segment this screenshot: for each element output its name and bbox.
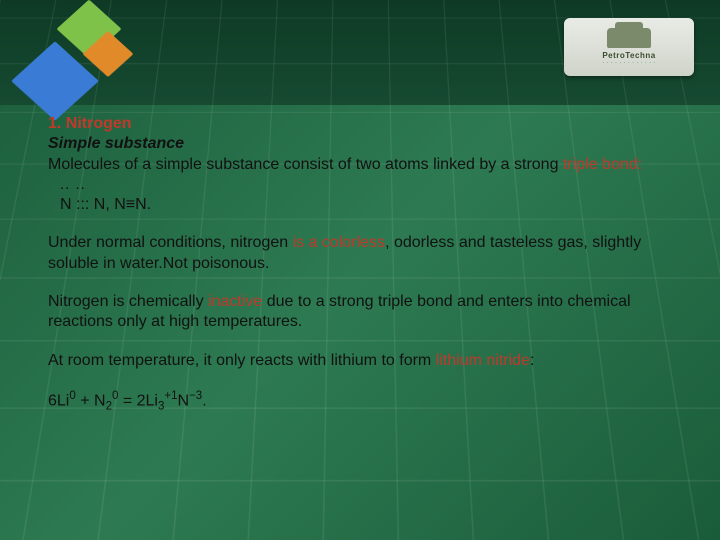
eq-sup4: −3 bbox=[189, 390, 202, 402]
heading: 1. Nitrogen bbox=[48, 114, 672, 134]
subheading: Simple substance bbox=[48, 134, 672, 154]
formula: N ::: N, N≡N. bbox=[60, 195, 672, 215]
eq-sup3: +1 bbox=[164, 390, 177, 402]
p1-text: Molecules of a simple substance consist … bbox=[48, 156, 563, 173]
paragraph-3: Nitrogen is chemically inactive due to a… bbox=[48, 292, 672, 333]
crest-icon bbox=[607, 28, 651, 48]
eq-b: + N bbox=[76, 393, 106, 410]
paragraph-4: At room temperature, it only reacts with… bbox=[48, 351, 672, 371]
paragraph-2: Under normal conditions, nitrogen is a c… bbox=[48, 233, 672, 274]
logo-text-2: · · · · · · · · · · · · · bbox=[602, 60, 655, 66]
p2-red: is a colorless bbox=[293, 234, 385, 251]
slide-content: 1. Nitrogen Simple substance Molecules o… bbox=[48, 114, 672, 415]
logo-badge: PetroTechna · · · · · · · · · · · · · bbox=[564, 18, 694, 76]
eq-d: N bbox=[178, 393, 190, 410]
eq-sub3: 3 bbox=[158, 401, 164, 413]
eq-a: 6Li bbox=[48, 393, 69, 410]
p3-a: Nitrogen is chemically bbox=[48, 293, 208, 310]
p4-a: At room temperature, it only reacts with… bbox=[48, 352, 436, 369]
p2-a: Under normal conditions, nitrogen bbox=[48, 234, 293, 251]
p1-red: triple bond: bbox=[563, 156, 642, 173]
eq-e: . bbox=[202, 393, 206, 410]
p4-b: : bbox=[530, 352, 534, 369]
logo-text-1: PetroTechna bbox=[602, 51, 655, 60]
p4-red: lithium nitride bbox=[436, 352, 530, 369]
equation: 6Li0 + N20 = 2Li3+1N−3. bbox=[48, 389, 672, 414]
paragraph-1: Molecules of a simple substance consist … bbox=[48, 155, 672, 175]
eq-c: = 2Li bbox=[118, 393, 158, 410]
eq-sub2: 2 bbox=[106, 401, 112, 413]
p3-red: inactive bbox=[208, 293, 262, 310]
formula-dots: .. .. bbox=[60, 175, 672, 194]
